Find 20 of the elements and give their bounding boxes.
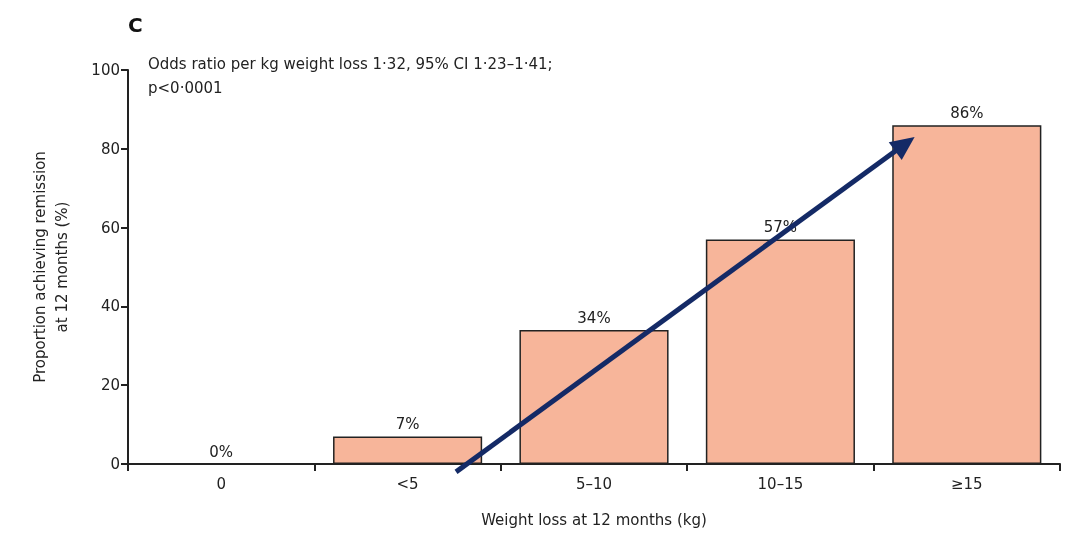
- y-tick-label: 20: [100, 376, 120, 395]
- data-label: 34%: [577, 308, 611, 327]
- x-tick-label: 10–15: [757, 474, 804, 493]
- annotation: Odds ratio per kg weight loss 1·32, 95% CI 1·23–1·41;: [148, 54, 553, 73]
- annotation: p<0·0001: [148, 78, 223, 97]
- y-axis-title: Proportion achieving remission at 12 months (%): [31, 151, 71, 383]
- y-tick-label: 40: [100, 297, 120, 316]
- x-axis-title: Weight loss at 12 months (kg): [481, 510, 707, 529]
- x-tick-label: 0: [216, 474, 226, 493]
- x-tick-label: 5–10: [575, 474, 613, 493]
- x-tick-label: ≥15: [950, 474, 983, 493]
- x-tick-label: <5: [396, 474, 419, 493]
- data-label: 0%: [209, 442, 234, 461]
- y-tick-label: 60: [100, 218, 120, 237]
- y-tick-label: 0: [110, 455, 120, 473]
- y-tick-label: 100: [91, 61, 120, 79]
- chart-title: C: [128, 13, 143, 37]
- data-label: 7%: [395, 414, 420, 433]
- data-label: 86%: [950, 103, 984, 122]
- y-tick-label: 80: [100, 139, 120, 158]
